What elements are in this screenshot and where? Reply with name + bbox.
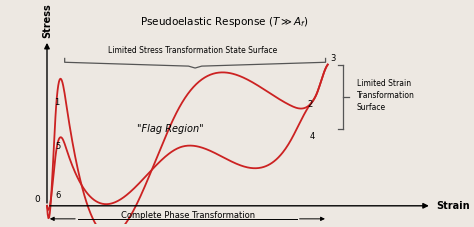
Text: 2: 2: [308, 100, 313, 109]
Text: Complete Phase Transformation: Complete Phase Transformation: [121, 211, 255, 220]
Text: "Flag Region": "Flag Region": [137, 124, 204, 134]
Text: Strain: Strain: [436, 201, 470, 211]
Text: 1: 1: [54, 98, 59, 107]
Text: 0: 0: [35, 195, 40, 204]
Text: Limited Strain
Transformation
Surface: Limited Strain Transformation Surface: [356, 79, 414, 112]
Text: 6: 6: [55, 191, 60, 200]
Text: Stress: Stress: [42, 4, 52, 39]
Text: Limited Stress Transformation State Surface: Limited Stress Transformation State Surf…: [108, 46, 278, 55]
Text: 5: 5: [55, 142, 60, 151]
Title: Pseudoelastic Response $(T \gg A_f)$: Pseudoelastic Response $(T \gg A_f)$: [140, 15, 308, 29]
Text: 3: 3: [330, 54, 336, 63]
Text: 4: 4: [310, 132, 315, 141]
